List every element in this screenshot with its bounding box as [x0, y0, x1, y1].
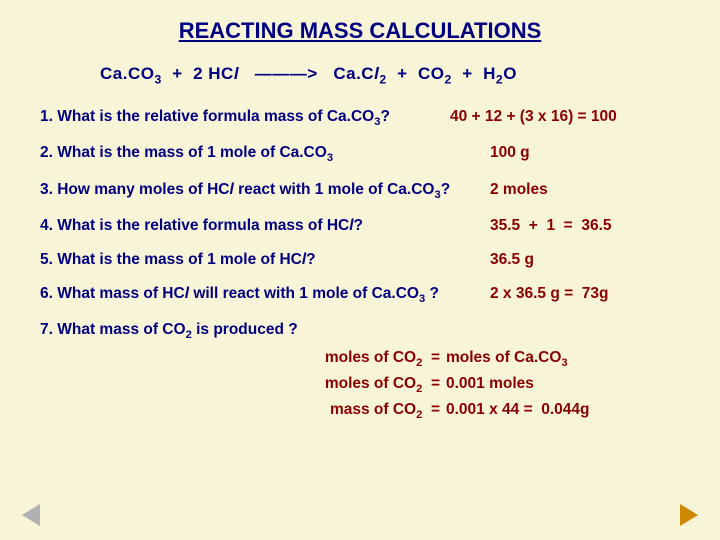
working-label: mass of CO2 = — [310, 401, 440, 421]
question-text: 3. How many moles of HCl react with 1 mo… — [40, 181, 490, 201]
answer-text: 2 x 36.5 g = 73g — [490, 285, 680, 303]
answer-text: 35.5 + 1 = 36.5 — [490, 217, 680, 235]
slide: REACTING MASS CALCULATIONS Ca.CO3 + 2 HC… — [0, 0, 720, 540]
working-row: moles of CO2 = 0.001 moles — [40, 375, 680, 395]
qa-row: 4. What is the relative formula mass of … — [40, 217, 680, 235]
answer-text: 2 moles — [490, 181, 680, 199]
qa-row: 1. What is the relative formula mass of … — [40, 108, 680, 128]
qa-row: 2. What is the mass of 1 mole of Ca.CO31… — [40, 144, 680, 164]
question-text: 5. What is the mass of 1 mole of HCl? — [40, 251, 490, 269]
qa-row: 6. What mass of HCl will react with 1 mo… — [40, 285, 680, 305]
q7-working: moles of CO2 =moles of Ca.CO3moles of CO… — [40, 349, 680, 421]
working-label: moles of CO2 = — [310, 375, 440, 395]
working-label: moles of CO2 = — [310, 349, 440, 369]
question-text: 4. What is the relative formula mass of … — [40, 217, 490, 235]
working-row: mass of CO2 = 0.001 x 44 = 0.044g — [40, 401, 680, 421]
working-value: moles of Ca.CO3 — [446, 349, 568, 369]
working-value: 0.001 x 44 = 0.044g — [446, 401, 590, 421]
qa-list: 1. What is the relative formula mass of … — [40, 108, 680, 304]
question-7: 7. What mass of CO2 is produced ? — [40, 321, 490, 341]
working-value: 0.001 moles — [446, 375, 534, 395]
next-slide-icon[interactable] — [680, 504, 698, 526]
question-7-row: 7. What mass of CO2 is produced ? — [40, 321, 680, 341]
question-text: 2. What is the mass of 1 mole of Ca.CO3 — [40, 144, 490, 164]
chemical-equation: Ca.CO3 + 2 HCl ———> Ca.Cl2 + CO2 + H2O — [100, 64, 680, 86]
working-row: moles of CO2 = moles of Ca.CO3 — [40, 349, 680, 369]
prev-slide-icon[interactable] — [22, 504, 40, 526]
answer-text: 100 g — [490, 144, 680, 162]
qa-row: 3. How many moles of HCl react with 1 mo… — [40, 181, 680, 201]
slide-title: REACTING MASS CALCULATIONS — [40, 18, 680, 44]
answer-text: 40 + 12 + (3 x 16) = 100 — [450, 108, 680, 126]
qa-row: 5. What is the mass of 1 mole of HCl?36.… — [40, 251, 680, 269]
question-text: 6. What mass of HCl will react with 1 mo… — [40, 285, 490, 305]
answer-text: 36.5 g — [490, 251, 680, 269]
question-text: 1. What is the relative formula mass of … — [40, 108, 442, 128]
